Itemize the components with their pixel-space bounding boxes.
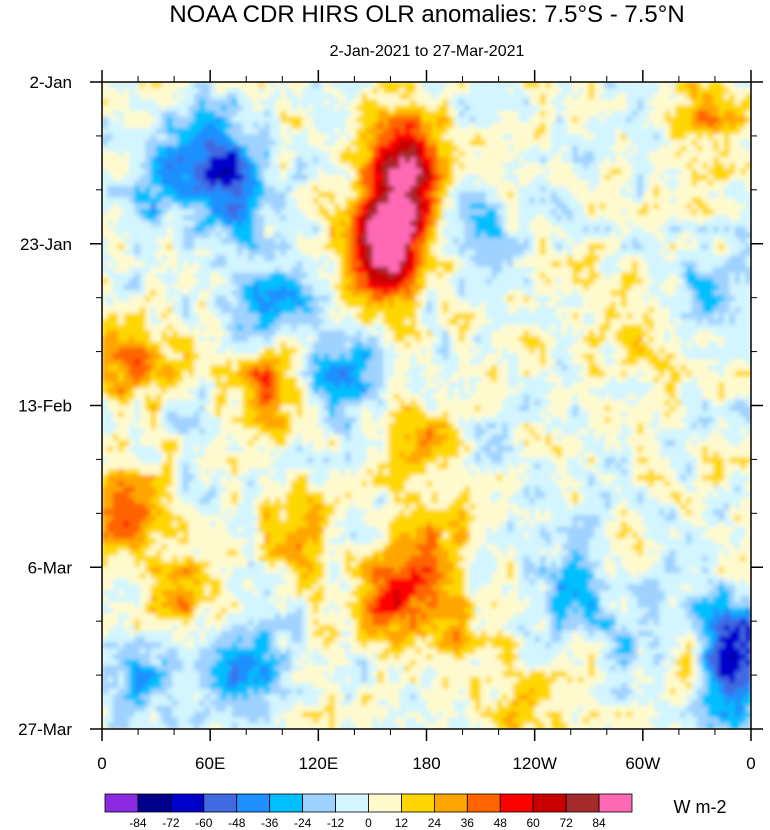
colorbar-unit-label: W m-2 — [674, 797, 727, 817]
colorbar-swatch — [433, 793, 468, 813]
colorbar-level-label: -36 — [261, 816, 279, 830]
axis-ticks: 0 60E 120E 180 120W 60W 0 2-Jan 23-Jan 13-Feb 6-Ma… — [18, 70, 763, 773]
colorbar-level-label: -60 — [195, 816, 213, 830]
colorbar-swatch — [598, 793, 633, 813]
y-tick-label: 6-Mar — [28, 558, 73, 577]
heatmap-field — [102, 82, 751, 729]
colorbar-swatch — [401, 793, 435, 813]
colorbar-level-label: 72 — [559, 816, 573, 830]
chart-subtitle: 2-Jan-2021 to 27-Mar-2021 — [330, 43, 525, 60]
colorbar-level-label: 24 — [428, 816, 442, 830]
colorbar-level-label: -12 — [327, 816, 345, 830]
x-tick-label: 180 — [412, 754, 440, 773]
x-tick-label: 60E — [195, 754, 225, 773]
colorbar: -84 -72 -60 -48 -36 -24 -12 0 12 24 36 48 60 72 84 — [104, 793, 633, 830]
x-tick-label: 60W — [625, 754, 660, 773]
x-tick-label: 0 — [746, 754, 755, 773]
colorbar-swatch — [236, 793, 271, 813]
colorbar-swatch — [368, 793, 402, 813]
x-tick-label: 120E — [298, 754, 338, 773]
colorbar-level-label: 84 — [592, 816, 606, 830]
colorbar-swatch — [170, 793, 205, 813]
colorbar-level-label: 60 — [527, 816, 541, 830]
colorbar-level-label: -24 — [294, 816, 312, 830]
colorbar-swatch — [565, 793, 600, 813]
colorbar-level-label: -48 — [228, 816, 246, 830]
chart-title: NOAA CDR HIRS OLR anomalies: 7.5°S - 7.5… — [169, 1, 684, 28]
x-tick-label: 120W — [512, 754, 556, 773]
colorbar-level-label: -72 — [162, 816, 180, 830]
y-tick-label: 23-Jan — [20, 235, 72, 254]
colorbar-swatch — [302, 793, 336, 813]
y-tick-label: 13-Feb — [18, 397, 72, 416]
colorbar-level-label: 12 — [395, 816, 409, 830]
colorbar-swatch — [104, 793, 139, 813]
colorbar-level-label: 48 — [494, 816, 508, 830]
colorbar-swatch — [532, 793, 567, 813]
colorbar-swatch — [137, 793, 172, 813]
colorbar-swatch — [499, 793, 534, 813]
y-tick-label: 27-Mar — [18, 720, 72, 739]
colorbar-swatch — [335, 793, 369, 813]
y-tick-label: 2-Jan — [29, 73, 72, 92]
colorbar-swatch — [203, 793, 238, 813]
colorbar-level-label: 36 — [461, 816, 475, 830]
colorbar-level-label: -84 — [129, 816, 147, 830]
colorbar-level-label: 0 — [365, 816, 372, 830]
colorbar-swatch — [269, 793, 304, 813]
x-tick-label: 0 — [97, 754, 106, 773]
colorbar-swatch — [466, 793, 501, 813]
